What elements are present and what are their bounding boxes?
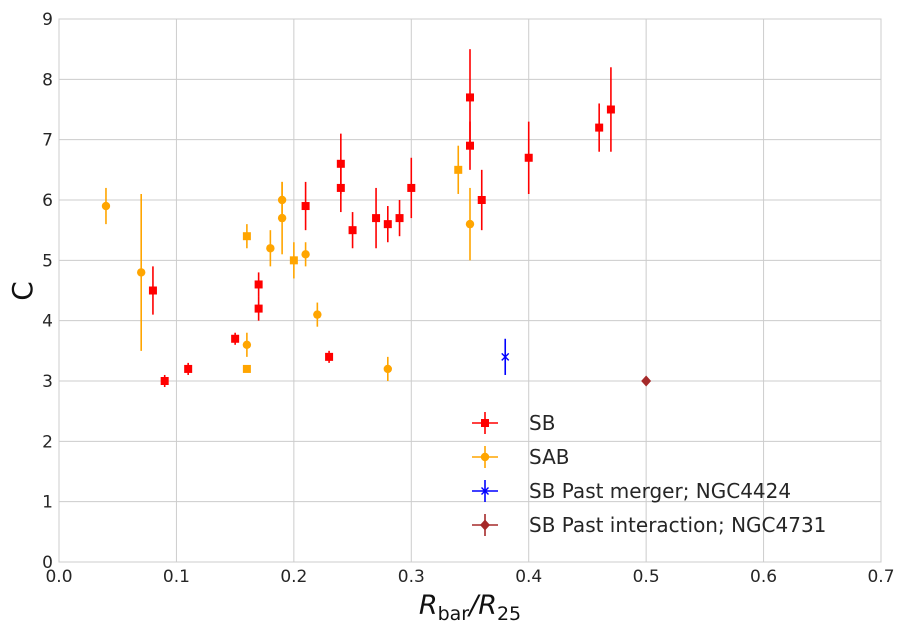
data-point xyxy=(384,220,392,228)
data-point xyxy=(407,184,415,192)
data-point xyxy=(137,268,145,276)
data-point xyxy=(313,310,321,318)
data-point xyxy=(607,106,615,114)
y-tick-label: 9 xyxy=(42,10,53,30)
legend-marker xyxy=(481,453,489,461)
data-point xyxy=(384,365,392,373)
legend-label: SAB xyxy=(529,445,569,469)
data-point xyxy=(301,250,309,258)
data-point xyxy=(161,377,169,385)
x-tick-label: 0.2 xyxy=(280,567,307,587)
data-point xyxy=(454,166,462,174)
legend-marker xyxy=(481,419,489,427)
data-point xyxy=(255,280,263,288)
y-tick-label: 6 xyxy=(42,191,53,211)
y-tick-label: 7 xyxy=(42,131,53,151)
data-point xyxy=(595,124,603,132)
data-point xyxy=(466,142,474,150)
x-tick-label: 0.4 xyxy=(515,567,542,587)
y-tick-label: 8 xyxy=(42,70,53,90)
y-tick-label: 5 xyxy=(42,251,53,271)
data-point xyxy=(466,93,474,101)
y-tick-label: 4 xyxy=(42,312,53,332)
y-tick-label: 2 xyxy=(42,432,53,452)
data-point xyxy=(302,202,310,210)
data-point xyxy=(478,196,486,204)
data-point xyxy=(184,365,192,373)
data-point xyxy=(325,353,333,361)
data-point xyxy=(243,232,251,240)
x-tick-label: 0.3 xyxy=(398,567,425,587)
data-point xyxy=(231,335,239,343)
data-point xyxy=(372,214,380,222)
x-tick-label: 0.5 xyxy=(633,567,660,587)
legend-label: SB Past interaction; NGC4731 xyxy=(529,513,826,537)
legend-label: SB xyxy=(529,411,555,435)
data-point xyxy=(525,154,533,162)
data-point xyxy=(243,341,251,349)
legend-label: SB Past merger; NGC4424 xyxy=(529,479,791,503)
data-point xyxy=(466,220,474,228)
x-tick-label: 0.1 xyxy=(163,567,190,587)
data-point xyxy=(102,202,110,210)
x-axis-label: Rbar/R25 xyxy=(419,590,521,623)
data-point xyxy=(349,226,357,234)
data-point xyxy=(243,365,251,373)
data-point xyxy=(149,287,157,295)
data-point xyxy=(255,305,263,313)
data-point xyxy=(337,184,345,192)
y-tick-label: 0 xyxy=(42,553,53,573)
data-point xyxy=(396,214,404,222)
x-tick-label: 0.6 xyxy=(750,567,777,587)
y-tick-label: 1 xyxy=(42,493,53,513)
x-tick-label: 0.7 xyxy=(867,567,894,587)
data-point xyxy=(278,214,286,222)
y-tick-label: 3 xyxy=(42,372,53,392)
y-axis-label: C xyxy=(6,281,39,301)
data-point xyxy=(266,244,274,252)
data-point xyxy=(290,256,298,264)
